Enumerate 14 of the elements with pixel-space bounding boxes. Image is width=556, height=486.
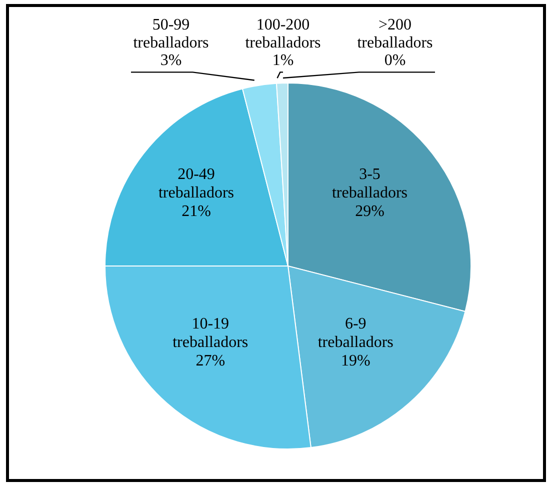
data-label: 27% (196, 352, 226, 370)
data-label: 21% (182, 202, 211, 220)
slice-label: 50-99 treballadors (133, 16, 209, 52)
slice-label: 10-19 treballadors (172, 316, 248, 352)
data-label: 19% (340, 352, 370, 370)
slice-label: 100-200 treballadors (245, 16, 321, 52)
text: 0% (384, 52, 406, 69)
data-label: 3% (160, 52, 182, 69)
data-label: 29% (355, 202, 384, 220)
slice-label: 6-9 treballadors (318, 316, 394, 352)
category-label: >200 treballadors (357, 16, 433, 52)
slice-label: 3-5 treballadors (332, 166, 408, 202)
slice-label: 20-49 treballadors (158, 166, 234, 202)
data-label: 1% (272, 52, 294, 69)
